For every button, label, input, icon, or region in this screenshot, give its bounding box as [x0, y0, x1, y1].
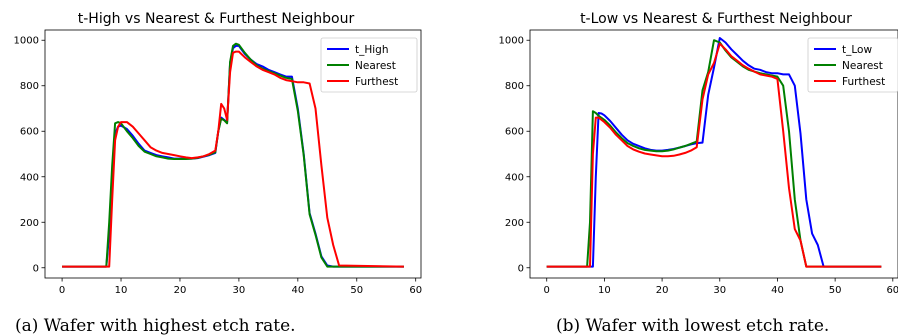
- y-tick-label: 200: [20, 218, 39, 229]
- series-line-t-low: [546, 37, 882, 268]
- series-line-nearest: [546, 39, 882, 268]
- x-tick-label: 10: [598, 285, 611, 296]
- legend-label: t_High: [355, 44, 389, 56]
- x-tick-label: 50: [350, 285, 363, 296]
- x-tick-label: 20: [656, 285, 669, 296]
- series-line-furthest: [62, 50, 404, 268]
- figure-caption-a: (a) Wafer with highest etch rate.: [15, 316, 296, 336]
- x-tick-label: 30: [713, 285, 726, 296]
- figure-caption-b: (b) Wafer with lowest etch rate.: [556, 316, 829, 336]
- legend: t_Low Nearest Furthest: [807, 37, 898, 93]
- legend-label: Nearest: [842, 60, 883, 72]
- x-tick-label: 60: [886, 285, 898, 296]
- chart-title: t-Low vs Nearest & Furthest Neighbour: [580, 11, 852, 27]
- x-tick-label: 0: [544, 285, 550, 296]
- y-tick-label: 1000: [499, 36, 524, 47]
- x-tick-label: 50: [829, 285, 842, 296]
- y-tick-label: 600: [505, 127, 524, 138]
- x-tick-label: 40: [771, 285, 784, 296]
- y-tick-label: 200: [505, 218, 524, 229]
- legend-label: t_Low: [842, 44, 872, 56]
- x-tick-label: 60: [409, 285, 422, 296]
- y-tick-label: 800: [505, 81, 524, 92]
- chart-panel-a: t-High vs Nearest & Furthest Neighbour 0 1…: [14, 11, 423, 296]
- x-tick-label: 30: [233, 285, 246, 296]
- chart-panel-b: t-Low vs Nearest & Furthest Neighbour 0 10…: [499, 11, 898, 296]
- x-tick-label: 0: [59, 285, 65, 296]
- y-tick-label: 400: [505, 172, 524, 183]
- plot-area-frame: [44, 29, 422, 279]
- legend-box: [320, 37, 418, 93]
- y-tick-label: 0: [518, 263, 524, 274]
- legend-label: Nearest: [355, 60, 396, 72]
- y-tick-label: 0: [33, 263, 39, 274]
- y-tick-label: 800: [20, 81, 39, 92]
- legend-label: Furthest: [355, 76, 398, 88]
- x-tick-label: 40: [291, 285, 304, 296]
- legend: t_High Nearest Furthest: [320, 37, 418, 93]
- plot-area-frame: [529, 29, 898, 279]
- legend-box: [807, 37, 898, 93]
- chart-title: t-High vs Nearest & Furthest Neighbour: [78, 11, 355, 27]
- x-tick-label: 20: [174, 285, 187, 296]
- series-line-furthest: [546, 42, 882, 268]
- legend-label: Furthest: [842, 76, 885, 88]
- x-tick-label: 10: [115, 285, 128, 296]
- y-tick-label: 400: [20, 172, 39, 183]
- y-tick-label: 600: [20, 127, 39, 138]
- y-tick-label: 1000: [14, 36, 39, 47]
